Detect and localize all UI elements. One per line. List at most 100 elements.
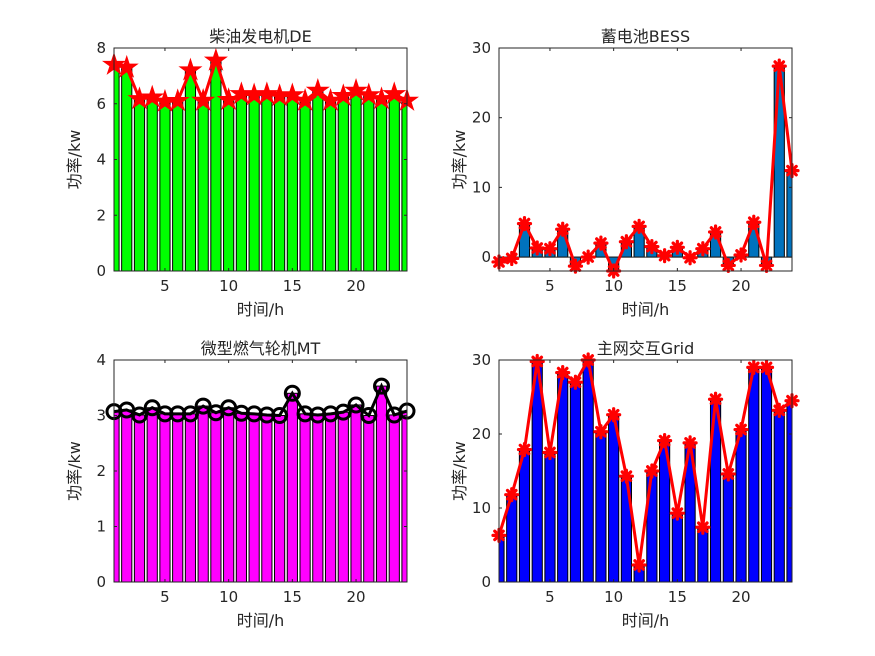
data-point (140, 84, 165, 108)
bar (401, 410, 407, 582)
data-point (229, 81, 254, 105)
data-point (669, 505, 685, 521)
data-point (746, 359, 762, 375)
bar (773, 409, 785, 582)
data-point (695, 519, 711, 535)
y-tick-label: 0 (481, 248, 491, 266)
bar (312, 90, 324, 271)
data-point (593, 235, 609, 251)
bar (375, 385, 388, 582)
x-tick-label: 15 (283, 588, 302, 606)
y-tick-label: 30 (472, 351, 491, 369)
data-point (360, 407, 378, 424)
data-point (758, 257, 775, 274)
data-point (606, 407, 622, 423)
data-point (746, 214, 762, 230)
bar (337, 411, 349, 582)
bar (350, 404, 362, 582)
data-point (305, 78, 330, 101)
data-point (644, 239, 660, 255)
y-tick-label: 4 (96, 351, 106, 369)
x-tick-label: 10 (604, 277, 623, 295)
x-axis-label: 时间/h (237, 611, 285, 630)
bar (197, 405, 209, 582)
x-tick-label: 20 (731, 277, 750, 295)
axes-background (114, 48, 407, 271)
x-tick-label: 20 (346, 588, 365, 606)
data-point (165, 88, 190, 112)
y-tick-label: 1 (96, 518, 106, 536)
bar (363, 94, 375, 271)
bar (299, 413, 311, 582)
y-tick-label: 2 (96, 206, 106, 224)
data-point (114, 54, 139, 78)
bar (786, 170, 792, 258)
bar (388, 414, 400, 582)
x-axis-label: 时间/h (237, 300, 285, 319)
bar (544, 452, 556, 582)
data-point (181, 405, 199, 423)
y-tick-label: 10 (472, 178, 491, 196)
data-point (191, 88, 216, 111)
data-point (707, 391, 724, 407)
bar (608, 414, 620, 582)
bar (363, 415, 375, 582)
data-point (280, 82, 305, 106)
bar (159, 101, 171, 271)
bar (261, 414, 273, 582)
bar (172, 100, 184, 271)
data-point (216, 87, 241, 111)
x-tick-label: 5 (160, 588, 170, 606)
x-tick-label: 10 (219, 277, 238, 295)
y-tick-label: 0 (96, 573, 106, 591)
data-point (631, 557, 647, 573)
axes-background (114, 360, 407, 582)
data-point (555, 221, 571, 237)
data-point (130, 406, 148, 424)
subplot-1: 5 10 15 20 0 10 20 30 蓄电池BESS 时间/h 功率/kw (450, 27, 800, 319)
chart-title: 主网交互Grid (597, 339, 695, 358)
bar (286, 94, 298, 271)
series-line (497, 355, 793, 566)
bar (299, 100, 311, 271)
data-point (283, 384, 301, 402)
y-tick-label: 8 (96, 39, 106, 57)
bar (248, 94, 260, 271)
data-point (542, 444, 558, 461)
data-point (771, 58, 787, 74)
data-point (682, 435, 698, 451)
bar (786, 400, 792, 582)
data-point (771, 402, 787, 418)
axes-frame (498, 359, 793, 583)
data-point (529, 353, 545, 370)
data-point (382, 81, 407, 105)
data-point (631, 218, 647, 234)
bar (518, 449, 531, 582)
bar (401, 100, 407, 271)
y-axis-label: 功率/kw (65, 130, 84, 190)
y-tick-label: 20 (472, 109, 491, 127)
data-point (644, 463, 660, 479)
bar (388, 93, 400, 271)
data-point (356, 82, 381, 106)
bar (274, 95, 286, 271)
bar (133, 98, 146, 271)
bar (735, 429, 747, 582)
bar (235, 93, 247, 271)
bar (337, 95, 349, 271)
bar (197, 100, 209, 271)
data-point (707, 224, 724, 240)
data-point (733, 421, 749, 438)
data-point (618, 468, 634, 484)
y-tick-label: 10 (472, 499, 491, 517)
data-point (271, 407, 289, 424)
y-axis-label: 功率/kw (450, 441, 469, 501)
data-point (733, 247, 749, 263)
y-tick-label: 2 (96, 462, 106, 480)
bar (748, 366, 760, 582)
bar (671, 512, 683, 582)
bar (248, 413, 260, 582)
data-point (555, 364, 571, 381)
data-point (331, 83, 356, 107)
